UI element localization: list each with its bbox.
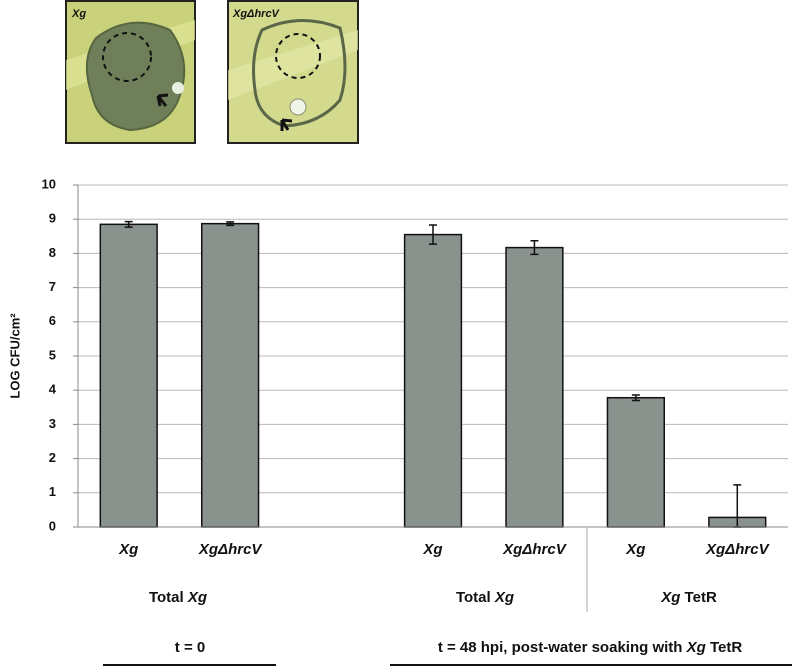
y-tick-label: 1	[49, 484, 56, 499]
bar	[505, 246, 564, 528]
y-tick-label: 5	[49, 347, 56, 362]
group-label: Total Xg	[456, 589, 514, 606]
y-tick-label: 7	[49, 279, 56, 294]
time-label: t = 48 hpi, post-water soaking with Xg T…	[438, 639, 743, 656]
y-tick-label: 8	[49, 245, 56, 260]
photo-right: XgΔhrcV	[227, 0, 359, 144]
group-label-part: Total	[149, 589, 188, 606]
y-tick-label: 9	[49, 211, 56, 226]
x-tick-label: XgΔhrcV	[705, 541, 771, 558]
time-label-part: TetR	[706, 639, 743, 656]
x-tick-label: Xg	[625, 541, 645, 558]
y-tick-label: 6	[49, 313, 56, 328]
error-bar	[226, 221, 235, 227]
time-label: t = 0	[175, 639, 205, 656]
y-axis-label: LOG CFU/cm²	[7, 313, 22, 399]
photo-left: Xg	[65, 0, 196, 144]
time-label-part: t = 0	[175, 639, 205, 656]
x-tick-label: XgΔhrcV	[502, 541, 568, 558]
time-label-part: Xg	[686, 639, 706, 656]
x-tick-label: Xg	[118, 541, 138, 558]
error-bar	[429, 224, 437, 245]
y-tick-label: 3	[49, 416, 56, 431]
error-bar	[631, 394, 640, 402]
x-tick-label: XgΔhrcV	[198, 541, 264, 558]
photo-label: Xg	[71, 8, 86, 20]
group-label: Xg TetR	[660, 589, 717, 606]
error-bar	[124, 220, 133, 228]
group-label-part: Xg	[660, 589, 680, 606]
bar	[606, 396, 666, 528]
bar	[200, 222, 260, 528]
y-tick-label: 0	[49, 518, 56, 533]
group-label-part: Xg	[187, 589, 207, 606]
group-label-part: TetR	[680, 589, 717, 606]
group-label: Total Xg	[149, 589, 207, 606]
y-tick-label: 4	[49, 382, 57, 397]
error-bar	[530, 239, 539, 256]
group-label-part: Xg	[494, 589, 514, 606]
photo-label: XgΔhrcV	[232, 8, 281, 20]
time-label-part: t = 48 hpi, post-water soaking with	[438, 639, 687, 656]
y-tick-label: 10	[42, 176, 56, 191]
bar	[403, 233, 463, 528]
group-label-part: Total	[456, 589, 495, 606]
x-tick-label: Xg	[422, 541, 442, 558]
y-tick-label: 2	[49, 450, 56, 465]
bar	[99, 223, 158, 528]
